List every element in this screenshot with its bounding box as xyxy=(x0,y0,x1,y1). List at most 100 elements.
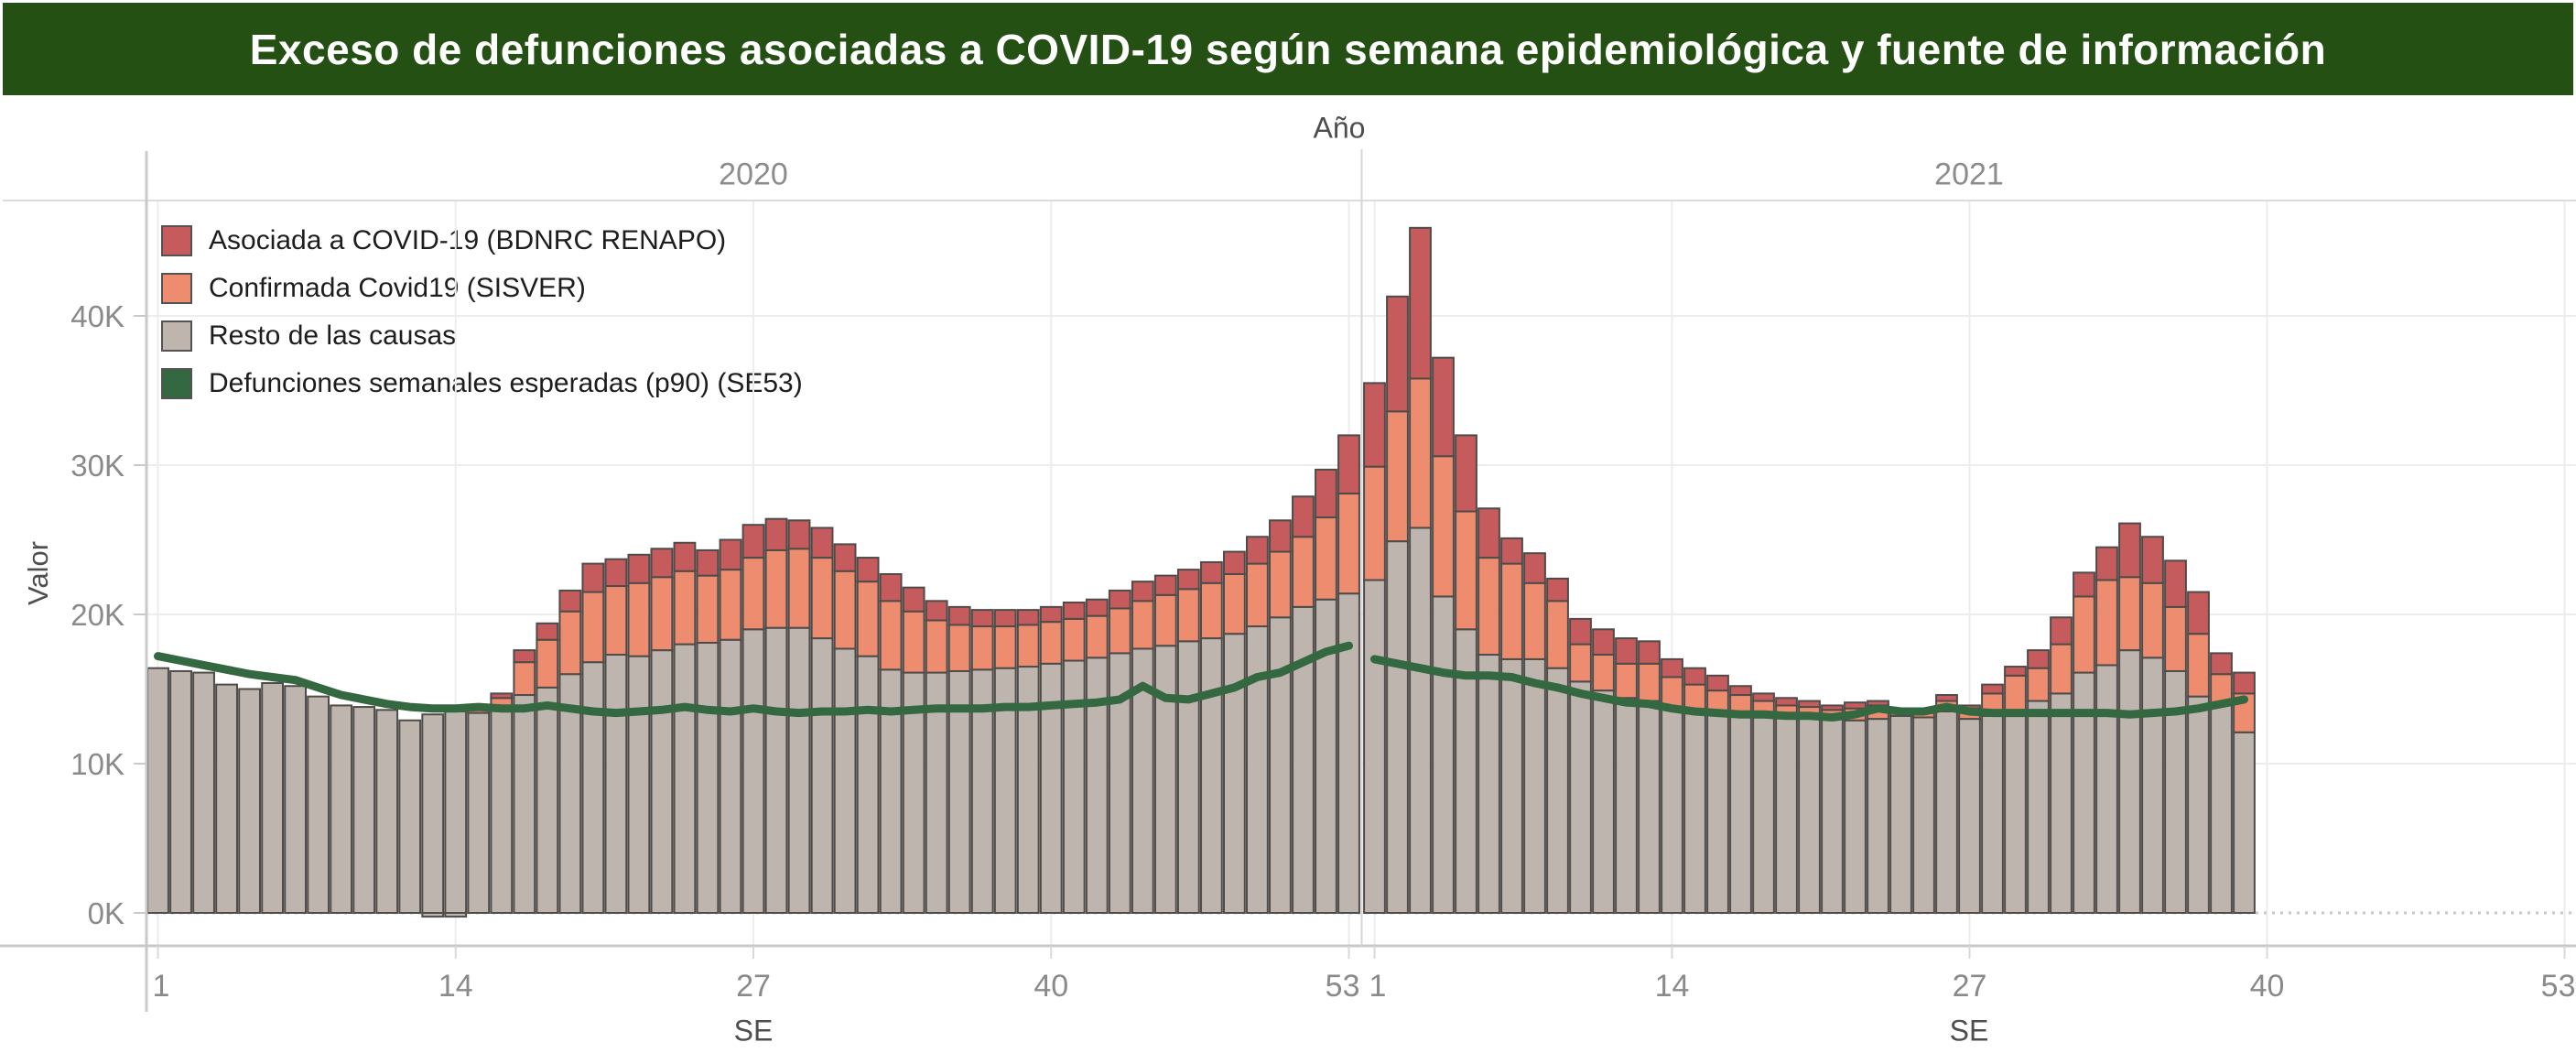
bar-resto-2020-w27[interactable] xyxy=(741,628,765,914)
bar-resto-2020-w21[interactable] xyxy=(604,654,628,914)
bar-resto-2020-w24[interactable] xyxy=(673,643,697,914)
legend-item-3[interactable]: Defunciones semanales esperadas (p90) (S… xyxy=(161,365,803,402)
bar-resto-2020-w28[interactable] xyxy=(764,626,788,914)
bar-resto-2020-w6[interactable] xyxy=(261,681,285,914)
bar-asociada-2020-w40[interactable] xyxy=(1039,605,1063,624)
bar-asociada-2020-w20[interactable] xyxy=(581,562,605,593)
bar-confirmada-2020-w29[interactable] xyxy=(787,548,811,629)
bar-resto-2020-w22[interactable] xyxy=(627,655,651,914)
bar-asociada-2020-w19[interactable] xyxy=(558,589,582,613)
bar-resto-2020-w5[interactable] xyxy=(238,688,261,914)
bar-confirmada-2021-w4[interactable] xyxy=(1432,455,1455,598)
bar-resto-2020-w1[interactable] xyxy=(146,667,169,914)
bar-resto-2021-w14[interactable] xyxy=(1661,707,1683,914)
bar-resto-2021-w34[interactable] xyxy=(2118,649,2141,914)
bar-asociada-2020-w33[interactable] xyxy=(879,572,903,602)
bar-resto-2020-w8[interactable] xyxy=(307,695,330,915)
bar-confirmada-2020-w17[interactable] xyxy=(513,661,536,697)
bar-confirmada-2021-w8[interactable] xyxy=(1523,581,1546,660)
bar-asociada-2021-w39[interactable] xyxy=(2233,671,2256,695)
bar-resto-2020-w14[interactable] xyxy=(444,710,468,915)
bar-resto-2020-w23[interactable] xyxy=(650,649,674,914)
bar-asociada-2021-w32[interactable] xyxy=(2073,571,2095,598)
bar-resto-2021-w3[interactable] xyxy=(1409,526,1432,915)
bar-asociada-2020-w30[interactable] xyxy=(810,526,834,559)
bar-resto-2020-w25[interactable] xyxy=(696,641,720,914)
bar-resto-2021-w4[interactable] xyxy=(1432,595,1455,914)
bar-confirmada-2020-w30[interactable] xyxy=(810,557,834,640)
bar-resto-2020-w47[interactable] xyxy=(1199,637,1223,915)
bar-asociada-2020-w46[interactable] xyxy=(1176,569,1200,591)
bar-confirmada-2020-w26[interactable] xyxy=(719,569,742,641)
bar-resto-2020-w13[interactable] xyxy=(421,713,445,915)
bar-confirmada-2021-w6[interactable] xyxy=(1477,557,1500,657)
bar-confirmada-2020-w50[interactable] xyxy=(1269,550,1292,619)
bar-asociada-2020-w31[interactable] xyxy=(833,543,857,572)
bar-asociada-2021-w6[interactable] xyxy=(1477,507,1500,559)
bar-resto-2021-w39[interactable] xyxy=(2233,731,2256,915)
bar-confirmada-2020-w36[interactable] xyxy=(947,624,971,672)
bar-resto-2020-w16[interactable] xyxy=(490,709,514,914)
legend-item-2[interactable]: Resto de las causas xyxy=(161,318,803,354)
bar-asociada-2021-w17[interactable] xyxy=(1729,685,1752,697)
bar-confirmada-2021-w10[interactable] xyxy=(1569,643,1592,683)
bar-asociada-2021-w36[interactable] xyxy=(2164,559,2187,608)
bar-confirmada-2020-w21[interactable] xyxy=(604,585,628,657)
bar-asociada-2021-w37[interactable] xyxy=(2187,591,2210,635)
bar-asociada-2020-w32[interactable] xyxy=(856,557,880,583)
bar-confirmada-2021-w2[interactable] xyxy=(1386,410,1409,543)
bar-resto-2020-w31[interactable] xyxy=(833,647,857,914)
bar-asociada-2020-w18[interactable] xyxy=(536,622,559,641)
bar-confirmada-2020-w43[interactable] xyxy=(1108,607,1131,655)
bar-confirmada-2021-w31[interactable] xyxy=(2050,643,2073,695)
bar-asociada-2020-w41[interactable] xyxy=(1062,601,1086,620)
bar-asociada-2020-w42[interactable] xyxy=(1085,598,1109,617)
bar-resto-2021-w29[interactable] xyxy=(2004,709,2027,914)
bar-confirmada-2020-w34[interactable] xyxy=(902,610,925,674)
bar-asociada-2020-w37[interactable] xyxy=(970,609,994,628)
bar-confirmada-2020-w33[interactable] xyxy=(879,600,903,671)
year-label-2020[interactable]: 2020 xyxy=(719,157,788,192)
bar-confirmada-2020-w27[interactable] xyxy=(741,557,765,631)
bar-resto-2020-w51[interactable] xyxy=(1292,605,1315,914)
bar-resto-2020-w50[interactable] xyxy=(1269,616,1292,914)
legend-item-1[interactable]: Confirmada Covid19 (SISVER) xyxy=(161,270,803,307)
bar-resto-2021-w15[interactable] xyxy=(1683,710,1706,915)
bar-resto-2020-w26[interactable] xyxy=(719,638,742,915)
bar-confirmada-2020-w25[interactable] xyxy=(696,574,720,644)
bar-resto-2021-w27[interactable] xyxy=(1958,718,1981,914)
bar-asociada-2020-w36[interactable] xyxy=(947,605,971,626)
bar-confirmada-2021-w33[interactable] xyxy=(2095,579,2118,667)
bar-asociada-2020-w49[interactable] xyxy=(1246,536,1269,565)
bar-confirmada-2021-w11[interactable] xyxy=(1592,654,1615,692)
bar-resto-2021-w17[interactable] xyxy=(1729,713,1752,915)
bar-confirmada-2020-w20[interactable] xyxy=(581,591,605,664)
bar-asociada-2021-w21[interactable] xyxy=(1821,704,1844,711)
bar-confirmada-2020-w24[interactable] xyxy=(673,570,697,646)
bar-asociada-2021-w1[interactable] xyxy=(1363,382,1386,468)
bar-resto-2020-w42[interactable] xyxy=(1085,657,1109,915)
bar-resto-2020-w48[interactable] xyxy=(1222,633,1246,914)
bar-asociada-2021-w16[interactable] xyxy=(1706,674,1729,692)
bar-asociada-2020-w16[interactable] xyxy=(490,692,514,700)
bar-resto-2021-w16[interactable] xyxy=(1706,711,1729,915)
bar-asociada-2020-w23[interactable] xyxy=(650,548,674,579)
bar-resto-2020-w9[interactable] xyxy=(330,704,353,914)
bar-asociada-2020-w25[interactable] xyxy=(696,548,720,577)
bar-asociada-2020-w17[interactable] xyxy=(513,649,536,664)
bar-confirmada-2021-w3[interactable] xyxy=(1409,377,1432,529)
bar-resto-2020-w20[interactable] xyxy=(581,661,605,914)
bar-resto-2020-w3[interactable] xyxy=(192,671,215,914)
bar-resto-negativo-2020-w13[interactable] xyxy=(421,912,445,918)
bar-confirmada-2020-w31[interactable] xyxy=(833,570,857,650)
bar-resto-2021-w35[interactable] xyxy=(2141,657,2164,915)
bar-resto-negativo-2020-w14[interactable] xyxy=(444,912,468,918)
bar-resto-2021-w24[interactable] xyxy=(1889,714,1912,915)
bar-resto-2020-w49[interactable] xyxy=(1246,625,1269,914)
bar-resto-2020-w32[interactable] xyxy=(856,655,880,914)
bar-resto-2021-w1[interactable] xyxy=(1363,579,1386,914)
bar-confirmada-2020-w46[interactable] xyxy=(1176,588,1200,643)
bar-resto-2020-w17[interactable] xyxy=(513,694,536,915)
bar-asociada-2020-w52[interactable] xyxy=(1315,468,1337,519)
bar-confirmada-2020-w44[interactable] xyxy=(1131,600,1154,650)
